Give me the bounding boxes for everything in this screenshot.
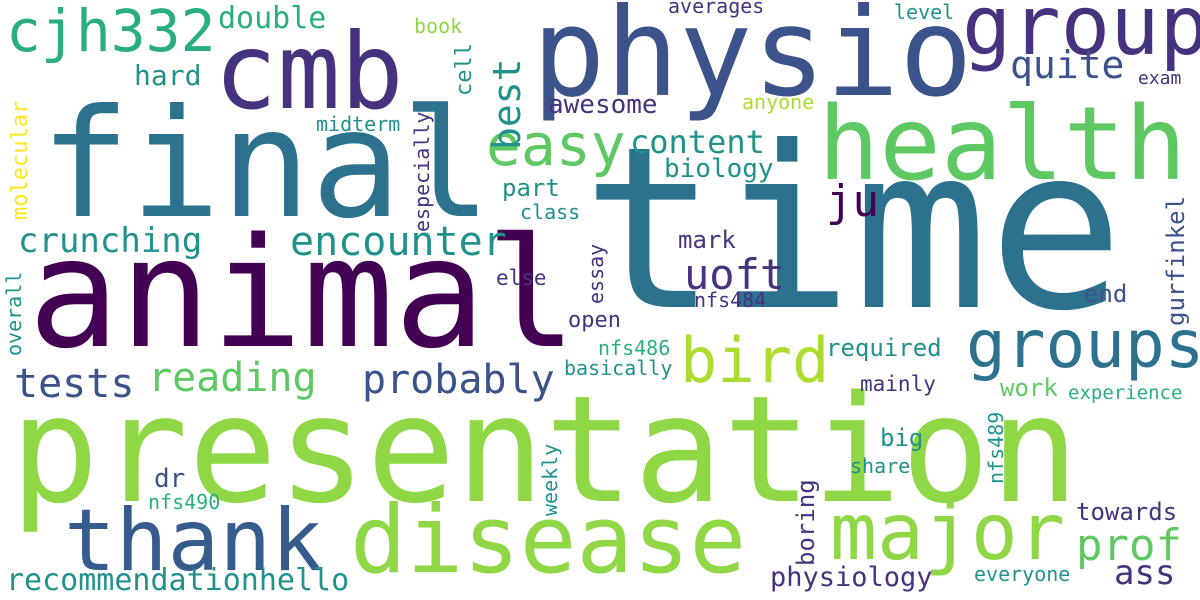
word-presentation: presentation bbox=[10, 364, 1080, 536]
word-disease: disease bbox=[350, 486, 747, 595]
word-groups: groups bbox=[966, 306, 1200, 383]
word-ju: ju bbox=[826, 176, 879, 227]
word-major: major bbox=[830, 488, 1065, 578]
word-probably: probably bbox=[362, 357, 555, 403]
word-thank: thank bbox=[64, 491, 323, 591]
word-final: final bbox=[40, 78, 492, 252]
word-book: book bbox=[414, 14, 463, 38]
word-dr: dr bbox=[154, 464, 186, 494]
word-especially: especially bbox=[410, 111, 434, 232]
word-big: big bbox=[880, 424, 924, 452]
word-everyone: everyone bbox=[974, 562, 1071, 586]
word-share: share bbox=[850, 454, 911, 478]
word-reading: reading bbox=[148, 355, 317, 401]
word-anyone: anyone bbox=[742, 90, 815, 114]
word-overall: overall bbox=[2, 271, 26, 356]
word-end: end bbox=[1084, 280, 1128, 308]
word-mark: mark bbox=[678, 226, 736, 254]
word-molecular: molecular bbox=[8, 100, 33, 220]
word-nfs489: nfs489 bbox=[984, 411, 1008, 484]
word-gurfinkel: gurfinkel bbox=[1162, 195, 1190, 326]
word-weekly: weekly bbox=[538, 443, 562, 516]
word-bird: bird bbox=[680, 324, 830, 397]
word-physiology: physiology bbox=[770, 562, 933, 593]
word-mainly: mainly bbox=[860, 372, 936, 396]
word-health: health bbox=[818, 85, 1187, 204]
word-midterm: midterm bbox=[316, 112, 401, 136]
word-nfs490: nfs490 bbox=[148, 490, 221, 514]
word-physio: physio bbox=[532, 0, 973, 124]
word-cjh332: cjh332 bbox=[6, 0, 216, 65]
word-required: required bbox=[826, 334, 942, 362]
word-part: part bbox=[502, 174, 560, 202]
word-averages: averages bbox=[668, 0, 765, 18]
word-boring: boring bbox=[792, 479, 820, 566]
word-essay: essay bbox=[584, 243, 608, 304]
word-hard: hard bbox=[134, 59, 202, 92]
word-content: content bbox=[630, 123, 765, 161]
word-biology: biology bbox=[664, 154, 774, 184]
word-towards: towards bbox=[1076, 498, 1178, 526]
word-quite: quite bbox=[1010, 43, 1125, 87]
word-awesome: awesome bbox=[548, 90, 658, 120]
word-nfs486: nfs486 bbox=[598, 336, 671, 360]
word-prof: prof bbox=[1076, 520, 1182, 571]
word-group: group bbox=[962, 0, 1200, 74]
word-animal: animal bbox=[28, 205, 578, 382]
word-recommendationhello: recommendationhello bbox=[6, 563, 350, 598]
word-exam: exam bbox=[1138, 68, 1182, 89]
word-class: class bbox=[520, 200, 581, 224]
word-easy: easy bbox=[486, 111, 626, 179]
word-tests: tests bbox=[14, 361, 135, 407]
word-nfs484: nfs484 bbox=[694, 288, 767, 312]
word-crunching: crunching bbox=[18, 221, 203, 261]
word-else: else bbox=[496, 266, 547, 290]
word-best: best bbox=[485, 58, 529, 150]
word-time: time bbox=[582, 99, 1124, 361]
word-level: level bbox=[894, 0, 955, 24]
word-ass: ass bbox=[1114, 553, 1176, 593]
word-experience: experience bbox=[1068, 382, 1183, 404]
word-encounter: encounter bbox=[290, 219, 507, 265]
word-basically: basically bbox=[564, 356, 673, 380]
word-uoft: uoft bbox=[684, 250, 786, 299]
word-open: open bbox=[568, 308, 621, 333]
word-cell: cell bbox=[452, 43, 477, 96]
word-cmb: cmb bbox=[214, 11, 404, 133]
word-double: double bbox=[218, 1, 327, 36]
word-work: work bbox=[1000, 374, 1058, 402]
